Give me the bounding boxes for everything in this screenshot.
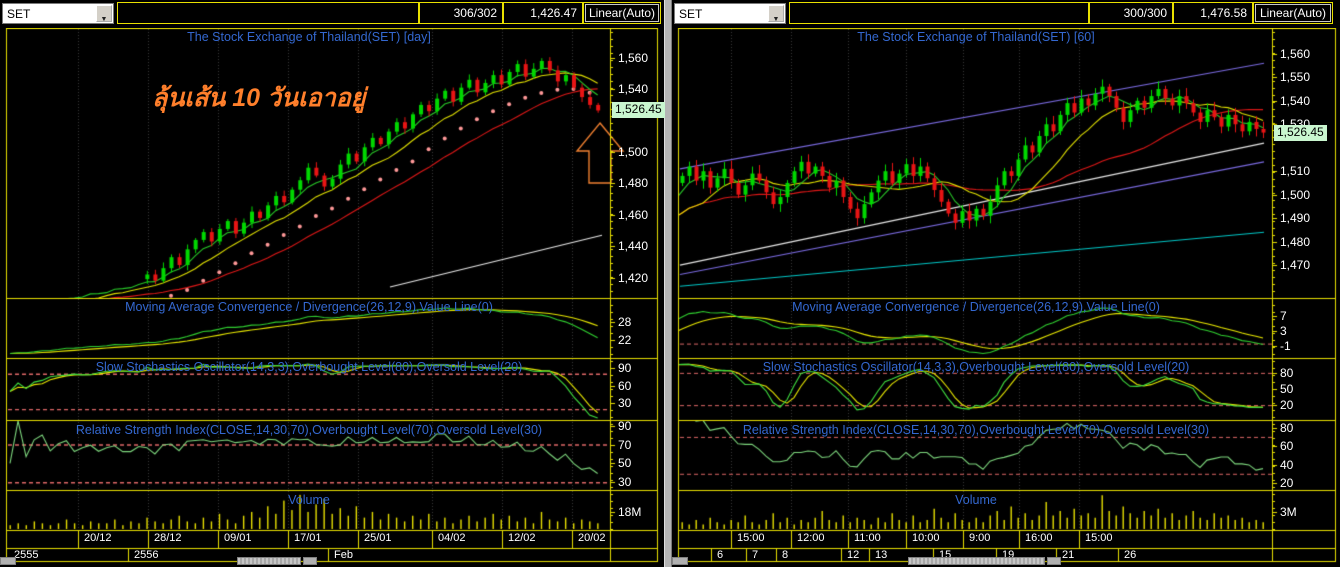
combo-dropdown-button[interactable]: ▼ (768, 5, 784, 23)
scrollbar-corner-stub (0, 557, 16, 565)
horizontal-scrollbar-thumb[interactable] (908, 557, 1045, 565)
bar-counter: 306/302 (419, 2, 503, 24)
symbol-combobox[interactable]: SET ▼ (2, 3, 114, 24)
scale-mode-button[interactable]: Linear(Auto) (583, 2, 661, 24)
symbol-combobox-right[interactable]: SET ▼ (674, 3, 786, 24)
right-chart-panel: SET ▼ 300/300 1,476.58 Linear(Auto) The … (672, 0, 1340, 567)
toolbar-spacer-cell (789, 2, 1089, 24)
panel-splitter[interactable] (664, 0, 672, 567)
right-chart-canvas[interactable] (672, 28, 1340, 567)
scrollbar-corner-stub (672, 557, 688, 565)
chevron-down-icon: ▼ (772, 16, 780, 23)
toolbar-spacer-cell (117, 2, 419, 24)
scrollbar-end-box[interactable] (1047, 557, 1061, 565)
symbol-value: SET (679, 7, 703, 21)
horizontal-scrollbar-thumb[interactable] (237, 557, 301, 565)
scale-mode-label: Linear(Auto) (585, 4, 659, 22)
last-value-cell: 1,476.58 (1173, 2, 1253, 24)
combo-dropdown-button[interactable]: ▼ (96, 5, 112, 23)
chevron-down-icon: ▼ (100, 16, 108, 23)
bar-counter: 300/300 (1089, 2, 1173, 24)
last-value-cell: 1,426.47 (503, 2, 583, 24)
symbol-value: SET (7, 7, 31, 21)
left-chart-canvas[interactable] (0, 28, 664, 567)
scale-mode-button[interactable]: Linear(Auto) (1253, 2, 1333, 24)
scale-mode-label: Linear(Auto) (1255, 4, 1331, 22)
scrollbar-end-box[interactable] (303, 557, 317, 565)
left-chart-panel: SET ▼ 306/302 1,426.47 Linear(Auto) The … (0, 0, 665, 567)
